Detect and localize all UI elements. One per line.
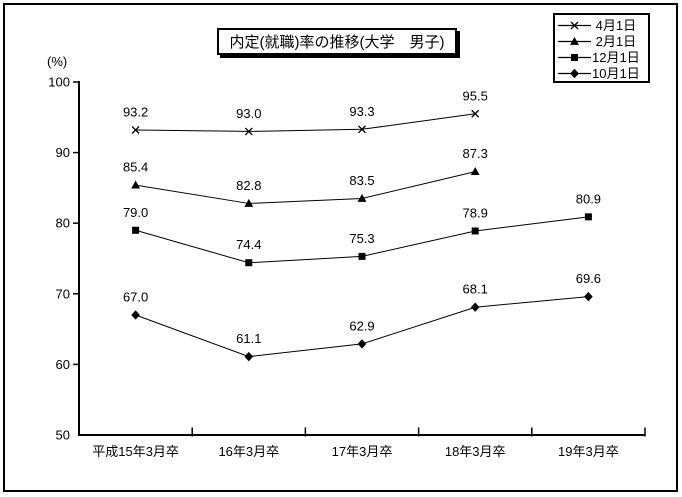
data-point-label-dec1-3: 78.9: [463, 205, 488, 220]
data-point-label-oct1-4: 69.6: [576, 271, 601, 286]
data-point-feb1-2: [357, 193, 367, 202]
data-point-label-feb1-3: 87.3: [463, 146, 488, 161]
data-point-oct1-4: [584, 291, 593, 302]
data-point-label-feb1-1: 82.8: [236, 178, 261, 193]
square-marker-icon: [558, 53, 591, 61]
data-point-dec1-1: [245, 259, 253, 267]
data-point-label-apr1-1: 93.0: [236, 106, 261, 121]
series-feb1: 85.4 82.8 83.5 87.3: [123, 146, 488, 207]
data-point-oct1-0: [131, 310, 140, 320]
data-point-label-dec1-4: 80.9: [576, 191, 601, 206]
legend-item-oct1: 10月1日: [558, 65, 648, 81]
data-point-feb1-1: [244, 198, 254, 207]
y-axis-tick-label: 70: [56, 286, 70, 301]
data-point-oct1-1: [244, 351, 254, 362]
legend-item-dec1: 12月1日: [558, 49, 648, 65]
y-axis-tick-label: 60: [56, 357, 70, 372]
y-axis-tick-label: 50: [56, 428, 70, 443]
data-point-oct1-3: [470, 302, 480, 312]
data-point-apr1-3: [471, 109, 480, 118]
series-apr1-line: [135, 113, 476, 132]
data-point-label-oct1-3: 68.1: [463, 282, 488, 297]
y-axis-tick-label: 90: [56, 145, 70, 160]
series-apr1: 93.2 93.0 93.3 95.5: [123, 88, 488, 136]
chart-title: 内定(就職)率の推移(大学 男子): [229, 34, 445, 51]
data-point-label-dec1-0: 79.0: [123, 205, 148, 220]
data-point-label-apr1-0: 93.2: [123, 105, 148, 120]
x-axis-category-label: 16年3月卒: [218, 444, 279, 459]
data-point-dec1-4: [584, 213, 592, 221]
data-point-apr1-0: [131, 126, 140, 134]
x-axis-category-label: 18年3月卒: [445, 444, 506, 459]
series-feb1-line: [135, 171, 476, 204]
data-point-label-feb1-0: 85.4: [123, 160, 148, 175]
chart-title-box: 内定(就職)率の推移(大学 男子): [217, 28, 457, 55]
y-axis-tick-label: 80: [56, 216, 70, 231]
data-point-feb1-0: [131, 180, 140, 189]
data-point-label-feb1-2: 83.5: [349, 173, 374, 188]
data-point-label-oct1-2: 62.9: [349, 318, 374, 333]
legend-item-label: 4月1日: [592, 17, 637, 33]
data-point-oct1-2: [357, 339, 367, 349]
data-point-label-oct1-1: 61.1: [236, 331, 261, 346]
diamond-marker-icon: [558, 68, 591, 78]
data-point-dec1-3: [471, 227, 479, 235]
series-dec1: 79.0 74.4 75.3 78.9 80.9: [123, 191, 601, 267]
legend-item-apr1: 4月1日: [558, 17, 648, 33]
data-point-label-dec1-1: 74.4: [236, 237, 261, 252]
legend-item-label: 12月1日: [592, 49, 640, 65]
data-point-label-dec1-2: 75.3: [349, 231, 374, 246]
data-point-dec1-2: [358, 252, 366, 260]
y-axis-unit-label: (%): [47, 54, 68, 69]
chart-frame-border: [3, 3, 678, 492]
data-point-apr1-1: [244, 127, 253, 136]
x-axis-category-label: 17年3月卒: [332, 444, 393, 459]
triangle-marker-icon: [558, 36, 591, 45]
y-axis-tick-label: 100: [48, 75, 70, 90]
x-cross-marker-icon: [558, 21, 591, 29]
series-oct1: 67.0 61.1 62.9 68.1 69.6: [123, 271, 601, 362]
data-point-label-apr1-2: 93.3: [349, 104, 374, 119]
data-point-dec1-0: [132, 226, 140, 234]
data-point-feb1-3: [470, 167, 480, 176]
legend-item-feb1: 2月1日: [558, 33, 648, 49]
x-axis-category-label: 平成15年3月卒: [92, 444, 179, 459]
legend-item-label: 2月1日: [592, 33, 637, 49]
data-point-label-apr1-3: 95.5: [463, 88, 488, 103]
legend-item-label: 10月1日: [592, 65, 640, 81]
data-point-apr1-2: [358, 125, 366, 134]
x-axis-category-label: 19年3月卒: [558, 444, 619, 459]
data-point-label-oct1-0: 67.0: [123, 289, 148, 304]
legend: 4月1日 2月1日 12月1日 10月1日: [553, 13, 650, 83]
